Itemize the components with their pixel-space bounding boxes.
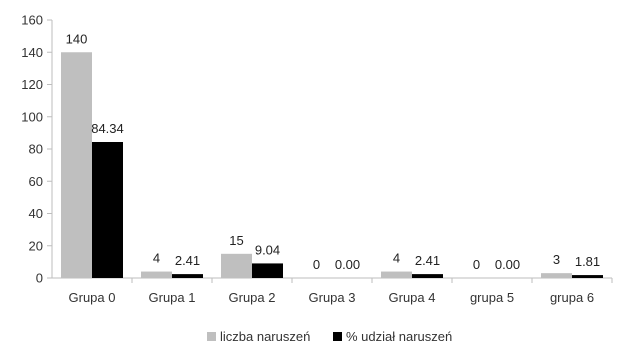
data-label-liczba: 140 — [66, 31, 88, 46]
y-tick-label: 160 — [21, 13, 43, 28]
bar-udzial-naruszen — [412, 274, 443, 278]
x-axis: Grupa 0 Grupa 1 Grupa 2 Grupa 3 Grupa 4 grupa… — [52, 277, 613, 305]
x-tick-label: Grupa 0 — [69, 290, 116, 305]
y-tick-label: 140 — [21, 45, 43, 60]
y-tick-label: 120 — [21, 77, 43, 92]
bar-liczba-naruszen — [381, 271, 412, 278]
bar-udzial-naruszen — [172, 274, 203, 278]
bar-liczba-naruszen — [221, 253, 252, 278]
x-tick-label: grupa 6 — [550, 290, 594, 305]
y-tick-label: 60 — [29, 174, 43, 189]
y-tick-label: 100 — [21, 109, 43, 124]
legend-swatch-udzial — [333, 332, 342, 341]
data-label-udzial: 0.00 — [495, 257, 520, 272]
data-label-liczba: 4 — [153, 251, 160, 266]
data-label-liczba: 15 — [229, 233, 243, 248]
legend-swatch-liczba — [207, 332, 216, 341]
data-label-udzial: 2.41 — [175, 253, 200, 268]
data-label-udzial: 2.41 — [415, 253, 440, 268]
data-label-liczba: 0 — [313, 257, 320, 272]
x-tick-label: Grupa 4 — [389, 290, 436, 305]
bars — [61, 52, 603, 278]
data-label-udzial: 0.00 — [335, 257, 360, 272]
y-axis: 0 20 40 60 80 100 120 140 160 — [21, 13, 53, 286]
x-tick-label: Grupa 1 — [149, 290, 196, 305]
data-label-liczba: 0 — [473, 257, 480, 272]
data-label-udzial: 9.04 — [255, 242, 280, 257]
data-label-liczba: 3 — [553, 252, 560, 267]
y-tick-label: 80 — [29, 142, 43, 157]
legend: liczba naruszeń % udział naruszeń — [207, 329, 452, 344]
y-tick-label: 20 — [29, 238, 43, 253]
y-tick-label: 40 — [29, 206, 43, 221]
bar-liczba-naruszen — [141, 271, 172, 278]
y-tick-label: 0 — [36, 271, 43, 286]
x-tick-label: Grupa 2 — [229, 290, 276, 305]
bar-udzial-naruszen — [572, 275, 603, 278]
bar-udzial-naruszen — [92, 142, 123, 278]
x-tick-label: grupa 5 — [470, 290, 514, 305]
data-label-udzial: 84.34 — [91, 121, 124, 136]
legend-label-udzial: % udział naruszeń — [346, 329, 452, 344]
x-tick-label: Grupa 3 — [309, 290, 356, 305]
bar-udzial-naruszen — [252, 263, 283, 278]
bar-liczba-naruszen — [541, 273, 572, 278]
data-labels: 140 84.34 4 2.41 15 9.04 0 0.00 4 2.41 0 0.00 3 1.81 — [66, 31, 601, 272]
data-label-udzial: 1.81 — [575, 254, 600, 269]
bar-liczba-naruszen — [61, 52, 92, 278]
legend-label-liczba: liczba naruszeń — [220, 329, 310, 344]
data-label-liczba: 4 — [393, 251, 400, 266]
